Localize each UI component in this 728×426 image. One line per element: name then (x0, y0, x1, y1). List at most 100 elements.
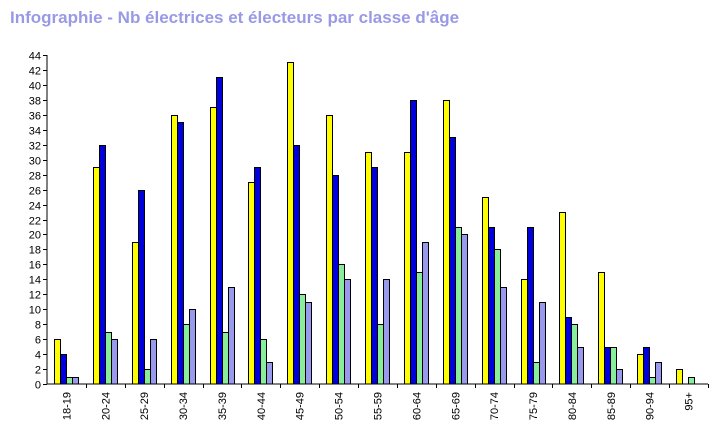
bar-85-89-s3 (610, 347, 617, 385)
bar-30-34-s3 (183, 324, 190, 385)
bar-65-69-s4 (461, 234, 468, 385)
bar-75-79-s3 (533, 362, 540, 385)
x-axis: 18-19 20-24 25-29 30-34 35-39 40-44 45-49 50-54… (47, 383, 709, 420)
x-category-label: 20-24 (100, 392, 112, 420)
x-category-label: 40-44 (256, 392, 268, 420)
y-tick-label: 16 (29, 260, 41, 272)
bar-35-39-s3 (222, 332, 229, 385)
bar-85-89-s1 (598, 272, 605, 385)
bar-80-84-s2 (565, 317, 572, 385)
x-category-label: 50-54 (334, 392, 346, 420)
bar-80-84-s3 (571, 324, 578, 385)
bar-20-24-s3 (105, 332, 112, 385)
y-tick-label: 14 (29, 275, 41, 287)
x-category-label: 35-39 (217, 392, 229, 420)
bar-60-64-s1 (404, 152, 411, 385)
bar-55-59-s1 (365, 152, 372, 385)
bar-25-29-s2 (138, 190, 145, 385)
bar-20-24-s4 (111, 339, 118, 385)
bar-25-29-s4 (150, 339, 157, 385)
bar-25-29-s3 (144, 369, 151, 385)
bar-35-39-s1 (210, 107, 217, 385)
bar-40-44-s2 (254, 167, 261, 385)
x-category-label: 65-69 (450, 392, 462, 420)
bar-40-44-s4 (266, 362, 273, 385)
y-tick-label: 2 (35, 365, 41, 377)
x-category-label: 60-64 (411, 392, 423, 420)
y-tick-label: 32 (29, 141, 41, 153)
y-tick-label: 12 (29, 290, 41, 302)
bar-35-39-s2 (216, 77, 223, 385)
bar-45-49-s2 (293, 145, 300, 385)
x-category-label: 70-74 (489, 392, 501, 420)
bar-90-94-s3 (649, 377, 656, 385)
bar-55-59-s3 (377, 324, 384, 385)
bar-50-54-s2 (332, 175, 339, 385)
x-category-label: 25-29 (139, 392, 151, 420)
y-tick-label: 26 (29, 186, 41, 198)
y-tick-label: 40 (29, 81, 41, 93)
bar-40-44-s3 (260, 339, 267, 385)
bar-30-34-s4 (189, 309, 196, 385)
bar-60-64-s4 (422, 242, 429, 385)
bar-95+-s1 (676, 369, 683, 385)
bar-65-69-s3 (455, 227, 462, 385)
bar-70-74-s4 (500, 287, 507, 385)
bar-95+-s3 (688, 377, 695, 385)
x-category-label: 30-34 (178, 392, 190, 420)
bar-85-89-s2 (604, 347, 611, 385)
bars (54, 62, 695, 385)
bar-20-24-s2 (99, 145, 106, 385)
bar-35-39-s4 (228, 287, 235, 385)
y-axis: 0246810121416182022242628303234363840424… (29, 51, 48, 392)
bar-90-94-s4 (655, 362, 662, 385)
y-tick-label: 0 (35, 380, 41, 392)
y-tick-label: 30 (29, 156, 41, 168)
bar-30-34-s2 (177, 122, 184, 385)
x-category-label: 80-84 (567, 392, 579, 420)
bar-18-19-s2 (60, 354, 67, 385)
bar-75-79-s1 (521, 279, 528, 385)
x-category-label: 55-59 (373, 392, 385, 420)
y-tick-label: 4 (35, 350, 41, 362)
y-tick-label: 24 (29, 201, 41, 213)
bar-50-54-s3 (338, 264, 345, 385)
bar-90-94-s1 (637, 354, 644, 385)
bar-55-59-s4 (383, 279, 390, 385)
y-tick-label: 18 (29, 245, 41, 257)
bar-50-54-s1 (326, 115, 333, 385)
bar-45-49-s4 (305, 302, 312, 385)
bar-75-79-s2 (527, 227, 534, 385)
bar-25-29-s1 (132, 242, 139, 385)
bar-20-24-s1 (93, 167, 100, 385)
y-tick-label: 22 (29, 216, 41, 228)
bar-50-54-s4 (344, 279, 351, 385)
y-tick-label: 44 (29, 51, 41, 63)
bar-30-34-s1 (171, 115, 178, 385)
bar-70-74-s1 (482, 197, 489, 385)
y-tick-label: 8 (35, 320, 41, 332)
y-tick-label: 34 (29, 126, 41, 138)
y-tick-label: 10 (29, 305, 41, 317)
bar-60-64-s3 (416, 272, 423, 385)
y-tick-label: 20 (29, 230, 41, 242)
bar-55-59-s2 (371, 167, 378, 385)
y-tick-label: 36 (29, 111, 41, 123)
bar-70-74-s2 (488, 227, 495, 385)
x-category-label: 75-79 (528, 392, 540, 420)
bar-80-84-s4 (577, 347, 584, 385)
bar-70-74-s3 (494, 249, 501, 385)
x-category-label: 90-94 (645, 392, 657, 420)
bar-65-69-s2 (449, 137, 456, 385)
bar-18-19-s3 (66, 377, 73, 385)
bar-65-69-s1 (443, 100, 450, 385)
x-category-label: 95+ (684, 392, 696, 411)
bar-40-44-s1 (248, 182, 255, 385)
bar-90-94-s2 (643, 347, 650, 385)
y-tick-label: 6 (35, 335, 41, 347)
y-tick-label: 38 (29, 96, 41, 108)
y-tick-label: 28 (29, 171, 41, 183)
bar-45-49-s3 (299, 294, 306, 385)
bar-18-19-s1 (54, 339, 61, 385)
